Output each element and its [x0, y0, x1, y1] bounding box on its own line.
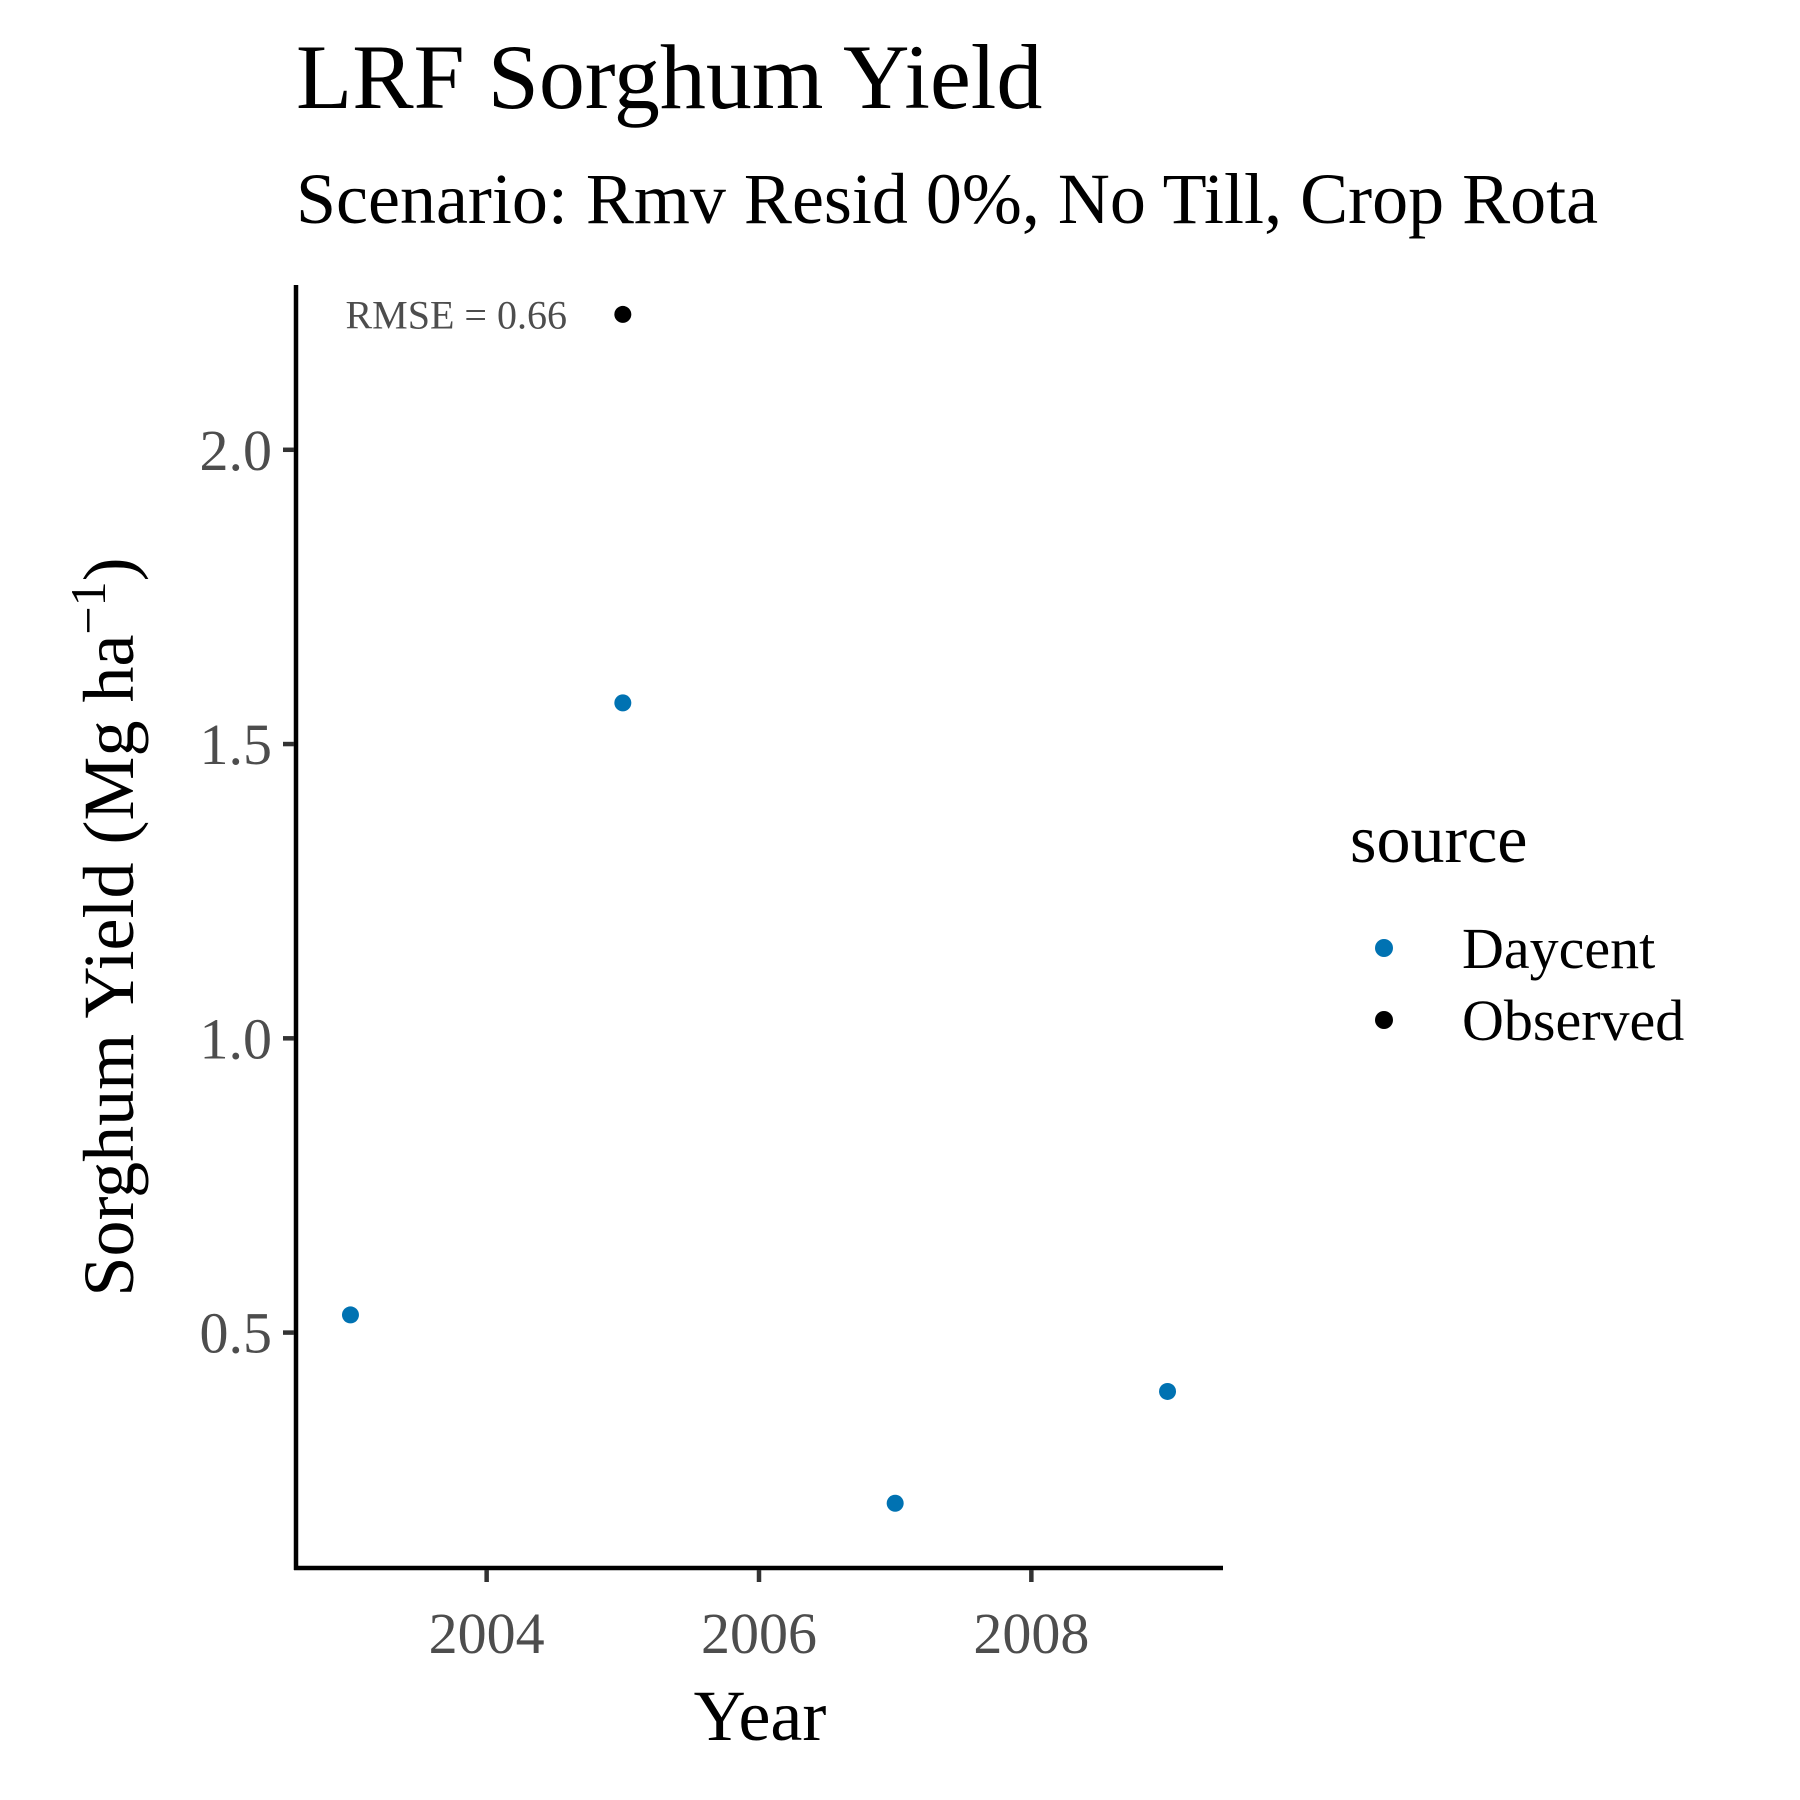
legend-title: source — [1350, 801, 1527, 877]
legend-key-observed — [1375, 1011, 1393, 1029]
legend-label-observed: Observed — [1462, 988, 1684, 1053]
rmse-annotation: RMSE = 0.66 — [345, 292, 566, 337]
y-ticks: 0.5 1.0 1.5 2.0 — [200, 418, 294, 1366]
legend-items: Daycent Observed — [1375, 916, 1684, 1053]
daycent-point — [614, 694, 632, 712]
plot-area: 0.5 1.0 1.5 2.0 2004 2006 2008 RMSE = 0.66 — [200, 285, 1223, 1666]
chart-subtitle: Scenario: Rmv Resid 0%, No Till, Crop Ro… — [296, 159, 1598, 239]
y-tick-label: 0.5 — [200, 1301, 273, 1366]
x-tick-label: 2008 — [973, 1601, 1089, 1666]
y-tick-label: 1.0 — [200, 1006, 273, 1071]
legend: source Daycent Observed — [1350, 801, 1684, 1053]
y-axis-title: Sorghum Yield (Mg ha−1) — [60, 557, 149, 1296]
data-points — [341, 305, 1177, 1512]
y-tick-label: 2.0 — [200, 418, 273, 483]
daycent-point — [1159, 1382, 1177, 1400]
y-axis: 0.5 1.0 1.5 2.0 — [200, 285, 299, 1570]
observed-point — [614, 305, 632, 323]
daycent-point — [886, 1494, 904, 1512]
daycent-point — [341, 1306, 359, 1324]
x-tick-label: 2006 — [701, 1601, 817, 1666]
x-axis: 2004 2006 2008 — [294, 1565, 1223, 1666]
y-axis-title-close: ) — [69, 557, 149, 581]
x-tick-label: 2004 — [429, 1601, 545, 1666]
x-axis-title: Year — [694, 1676, 827, 1756]
legend-key-daycent — [1375, 939, 1393, 957]
x-ticks: 2004 2006 2008 — [429, 1570, 1089, 1666]
y-axis-title-main: Sorghum Yield (Mg ha — [69, 635, 149, 1297]
y-tick-label: 1.5 — [200, 712, 273, 777]
legend-label-daycent: Daycent — [1462, 916, 1655, 981]
chart-title: LRF Sorghum Yield — [296, 26, 1042, 128]
y-axis-title-superscript: −1 — [60, 581, 116, 634]
